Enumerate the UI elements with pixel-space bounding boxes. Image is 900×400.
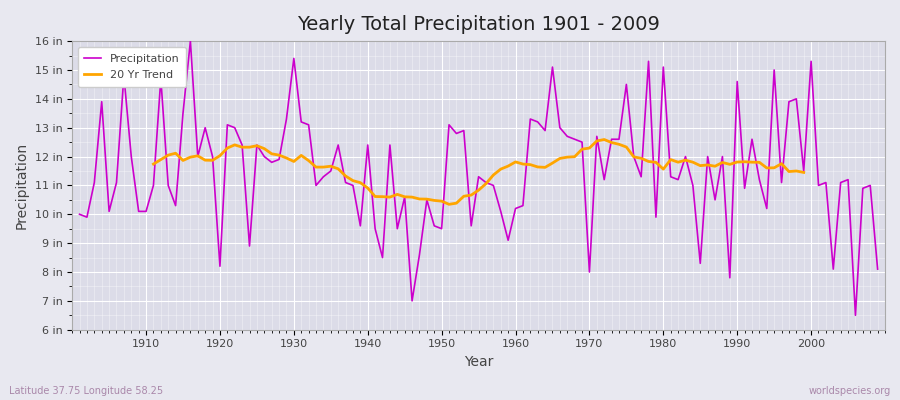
- Text: Latitude 37.75 Longitude 58.25: Latitude 37.75 Longitude 58.25: [9, 386, 163, 396]
- Text: worldspecies.org: worldspecies.org: [809, 386, 891, 396]
- 20 Yr Trend: [739, 159, 750, 164]
- Line: 20 Yr Trend: 20 Yr Trend: [153, 140, 804, 204]
- 20 Yr Trend: [148, 162, 158, 166]
- Precipitation: [510, 206, 521, 211]
- Legend: Precipitation, 20 Yr Trend: Precipitation, 20 Yr Trend: [77, 47, 186, 87]
- Precipitation: [872, 267, 883, 272]
- 20 Yr Trend: [400, 194, 410, 199]
- 20 Yr Trend: [598, 137, 609, 142]
- X-axis label: Year: Year: [464, 355, 493, 369]
- Title: Yearly Total Precipitation 1901 - 2009: Yearly Total Precipitation 1901 - 2009: [297, 15, 660, 34]
- 20 Yr Trend: [444, 202, 454, 207]
- Precipitation: [607, 137, 617, 142]
- Precipitation: [347, 183, 358, 188]
- Precipitation: [518, 203, 528, 208]
- 20 Yr Trend: [214, 153, 225, 158]
- 20 Yr Trend: [488, 173, 499, 178]
- Y-axis label: Precipitation: Precipitation: [15, 142, 29, 229]
- 20 Yr Trend: [230, 142, 240, 147]
- Precipitation: [850, 313, 860, 318]
- Precipitation: [133, 209, 144, 214]
- Line: Precipitation: Precipitation: [79, 41, 878, 315]
- Precipitation: [303, 122, 314, 127]
- Precipitation: [185, 39, 196, 44]
- 20 Yr Trend: [281, 156, 292, 160]
- Precipitation: [74, 212, 85, 217]
- 20 Yr Trend: [798, 170, 809, 175]
